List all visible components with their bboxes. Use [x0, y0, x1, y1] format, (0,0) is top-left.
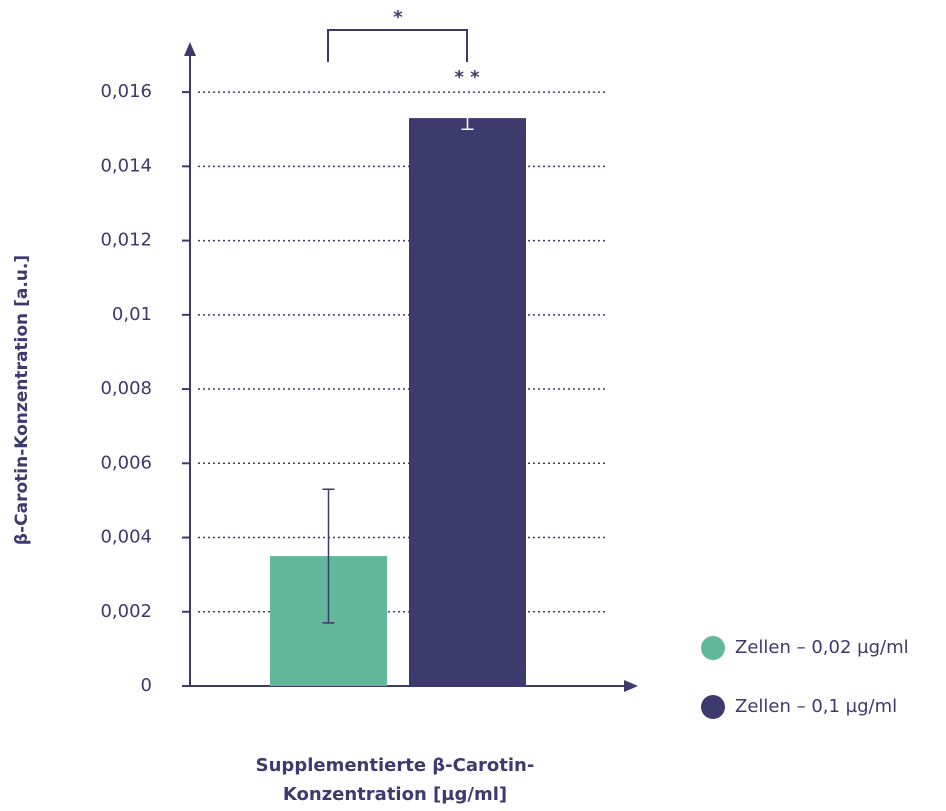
y-tick-label: 0,002 — [100, 601, 152, 622]
y-tick-label: 0,014 — [100, 155, 152, 176]
legend-label: Zellen – 0,1 µg/ml — [735, 696, 897, 717]
y-tick-label: 0,008 — [100, 378, 152, 399]
y-tick-label: 0,004 — [100, 527, 152, 548]
bar — [409, 118, 526, 687]
y-tick-label: 0,012 — [100, 230, 152, 251]
legend-marker — [701, 695, 725, 719]
x-axis-arrow — [624, 680, 638, 692]
y-axis-title: β-Carotin-Konzentration [a.u.] — [12, 255, 32, 545]
error-bar — [461, 106, 474, 130]
significance-label: * * — [454, 67, 480, 88]
legend-label: Zellen – 0,02 µg/ml — [735, 637, 909, 658]
y-tick-label: 0,016 — [100, 81, 152, 102]
x-axis-title: Supplementierte β-Carotin- — [256, 755, 535, 776]
x-axis-title: Konzentration [µg/ml] — [283, 784, 507, 805]
legend-marker — [701, 636, 725, 660]
y-axis-arrow — [184, 42, 196, 56]
error-bar — [322, 488, 335, 624]
y-tick-label: 0 — [141, 675, 152, 696]
significance-label: * — [393, 7, 403, 28]
y-tick-label: 0,006 — [100, 452, 152, 473]
significance-bracket — [327, 29, 468, 62]
y-tick-label: 0,01 — [112, 304, 152, 325]
